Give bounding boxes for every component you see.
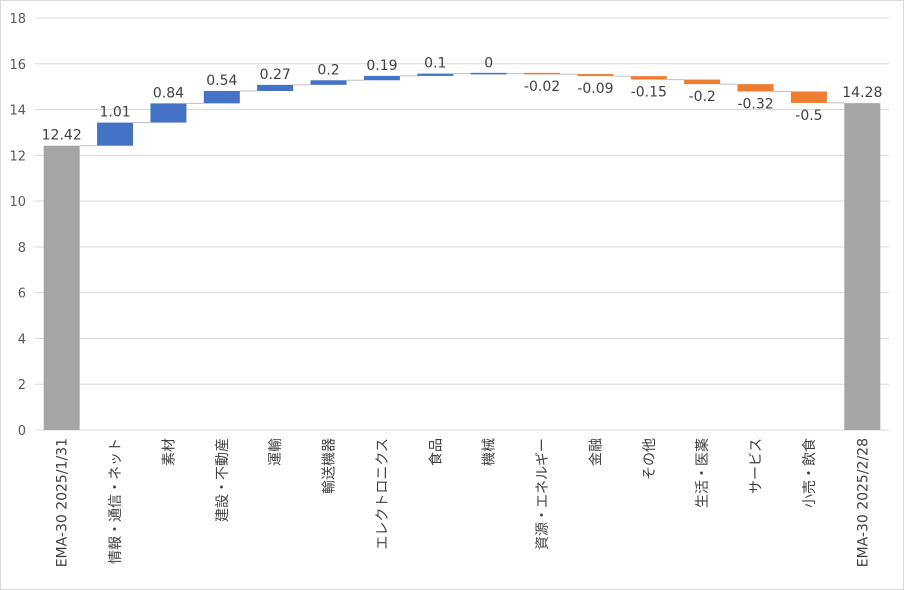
bar-15: [844, 103, 881, 430]
category-label-3: 建設・不動産: [215, 438, 231, 522]
data-label-9: -0.02: [524, 79, 560, 95]
bar-6: [363, 75, 400, 81]
bar-7: [417, 73, 454, 76]
data-label-14: -0.5: [795, 108, 822, 124]
y-tick-label-0: 0: [18, 424, 26, 439]
category-label-13: サービス: [749, 438, 765, 494]
category-label-9: 資源・エネルギー: [535, 438, 551, 550]
data-labels: 12.42 1.01 0.84 0.54 0.27 0.2 0.19 0.1 0 -0.02 -0.…: [42, 56, 883, 144]
data-label-1: 1.01: [99, 105, 130, 121]
data-label-3: 0.54: [206, 73, 237, 89]
y-tick-label-1: 2: [18, 378, 26, 393]
y-tick-label-7: 14: [9, 104, 26, 119]
category-label-5: 輸送機器: [322, 438, 338, 494]
category-label-0: EMA-30 2025/1/31: [55, 438, 71, 567]
data-label-15: 14.28: [842, 85, 882, 101]
category-label-1: 情報・通信・ネット: [108, 438, 124, 564]
data-label-0: 12.42: [42, 128, 82, 144]
bar-14: [790, 91, 827, 103]
data-label-8: 0: [484, 56, 493, 72]
data-label-2: 0.84: [153, 85, 184, 101]
bar-1: [97, 122, 134, 146]
connectors: [79, 73, 845, 147]
data-label-4: 0.27: [260, 67, 291, 83]
category-label-8: 機械: [482, 438, 498, 466]
data-label-6: 0.19: [366, 58, 397, 74]
category-label-6: エレクトロニクス: [375, 438, 391, 550]
bar-9: [524, 72, 561, 75]
data-label-7: 0.1: [424, 56, 446, 72]
y-tick-label-2: 4: [18, 332, 26, 347]
category-label-12: 生活・医薬: [695, 438, 711, 508]
bar-5: [310, 80, 347, 85]
data-label-13: -0.32: [737, 96, 773, 112]
bar-12: [684, 79, 721, 85]
data-label-11: -0.15: [631, 85, 667, 101]
category-label-14: 小売・飲食: [801, 438, 818, 508]
bar-4: [257, 84, 294, 92]
bar-13: [737, 84, 774, 92]
bar-0: [43, 145, 80, 430]
bars: [43, 72, 881, 430]
data-label-5: 0.2: [317, 62, 339, 78]
y-tick-label-6: 12: [9, 149, 26, 164]
y-tick-label-8: 16: [9, 58, 26, 73]
y-axis-ticks: 0 2 4 6 8 10 12 14 16 18: [9, 12, 26, 439]
y-tick-label-5: 10: [9, 195, 26, 210]
gridlines: [35, 17, 889, 431]
bar-8: [470, 72, 507, 75]
bar-11: [630, 76, 667, 80]
category-label-11: その他: [642, 438, 658, 480]
data-label-12: -0.2: [689, 89, 716, 105]
bar-10: [577, 74, 614, 77]
category-label-4: 運輸: [268, 438, 284, 466]
bar-2: [150, 103, 187, 123]
category-label-7: 食品: [427, 438, 444, 466]
data-label-10: -0.09: [577, 81, 613, 97]
bar-3: [203, 91, 240, 104]
y-tick-label-9: 18: [9, 12, 26, 27]
category-label-10: 金融: [588, 438, 604, 466]
y-tick-label-3: 6: [18, 287, 26, 302]
y-tick-label-4: 8: [18, 241, 26, 256]
category-label-15: EMA-30 2025/2/28: [855, 438, 871, 567]
category-labels: EMA-30 2025/1/31 情報・通信・ネット 素材 建設・不動産 運輸 輸送機器 エ…: [55, 438, 872, 567]
category-label-2: 素材: [161, 438, 177, 466]
